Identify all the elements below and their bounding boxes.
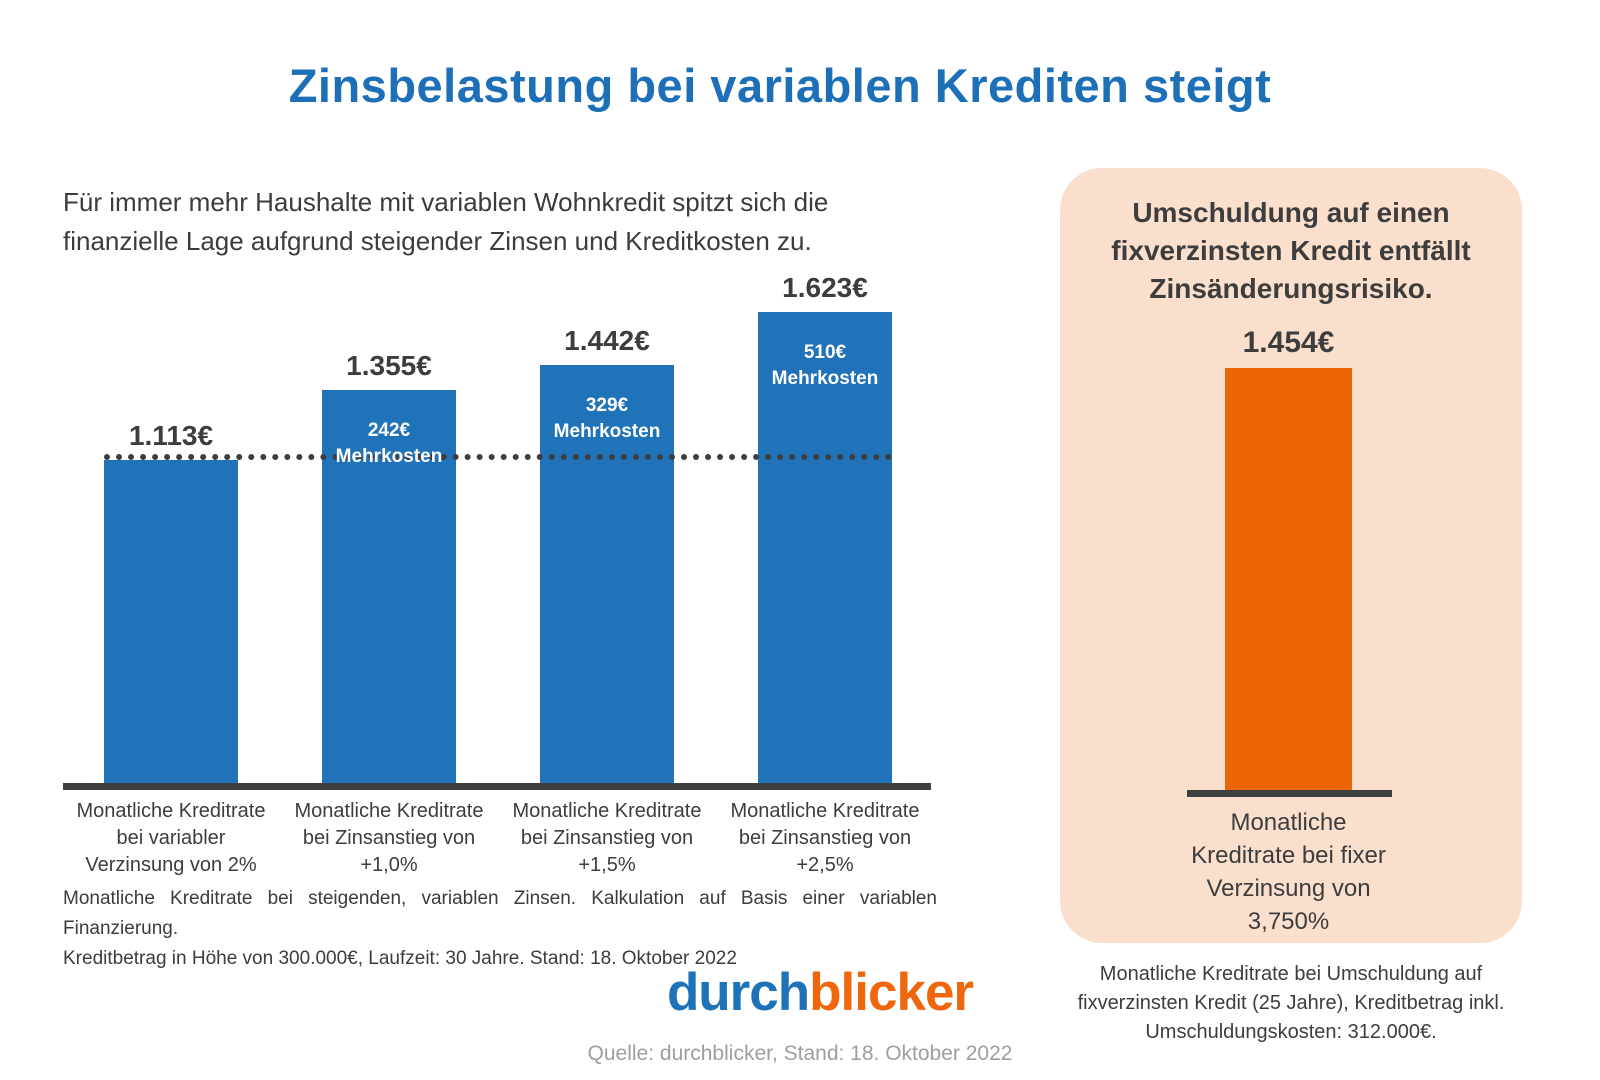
bar-extra-cost-label: 510€ Mehrkosten	[771, 342, 879, 389]
chart-footnote-line-1: Monatliche Kreditrate bei steigenden, va…	[63, 888, 937, 939]
fixed-rate-bar	[1225, 368, 1352, 790]
page-title: Zinsbelastung bei variablen Krediten ste…	[288, 59, 1272, 112]
durchblicker-logo: durchblicker	[620, 966, 1020, 1019]
x-axis-line	[63, 783, 931, 790]
fixed-rate-panel-footnote: Monatliche Kreditrate bei Umschuldung au…	[1077, 963, 1505, 1043]
reference-dotted-line	[104, 454, 892, 460]
fixed-bar-category-label: Monatliche Kreditrate bei fixer Verzinsu…	[1191, 809, 1386, 935]
logo-part-blicker: blicker	[809, 963, 974, 1022]
logo-part-durch: durch	[666, 963, 810, 1022]
bar-category-label: Monatliche Kreditrate bei Zinsanstieg vo…	[512, 800, 702, 876]
chart-footnote: Monatliche Kreditrate bei steigenden, va…	[63, 884, 937, 974]
bar-value-label: 1.113€	[128, 420, 214, 451]
source-caption: Quelle: durchblicker, Stand: 18. Oktober…	[587, 1042, 1013, 1065]
chart-footnote-line-2: Kreditbetrag in Höhe von 300.000€, Laufz…	[63, 948, 737, 969]
bar-extra-cost-label: 329€ Mehrkosten	[553, 395, 661, 442]
variable-bar-3	[540, 365, 674, 783]
variable-rate-bar-chart: 1.113€ Monatliche Kreditrate bei variable…	[63, 272, 931, 890]
subtitle: Für immer mehr Haushalte mit variablen W…	[63, 187, 829, 256]
bar-category-label: Monatliche Kreditrate bei Zinsanstieg vo…	[730, 800, 920, 876]
bar-value-label: 1.355€	[346, 350, 432, 381]
variable-bar-1	[104, 460, 238, 783]
bar-category-label: Monatliche Kreditrate bei variabler Verz…	[76, 800, 266, 876]
bar-extra-cost-label: 242€ Mehrkosten	[335, 420, 443, 467]
bar-value-label: 1.623€	[782, 272, 868, 303]
bar-category-label: Monatliche Kreditrate bei Zinsanstieg vo…	[294, 800, 484, 876]
fixed-x-axis-line	[1187, 790, 1392, 797]
fixed-bar-value-label: 1.454€	[1242, 326, 1335, 359]
bar-value-label: 1.442€	[564, 325, 650, 356]
fixed-rate-panel: Umschuldung auf einen fixverzinsten Kred…	[1060, 168, 1522, 943]
variable-bar-4	[758, 312, 892, 783]
fixed-rate-panel-heading: Umschuldung auf einen fixverzinsten Kred…	[1111, 197, 1471, 304]
